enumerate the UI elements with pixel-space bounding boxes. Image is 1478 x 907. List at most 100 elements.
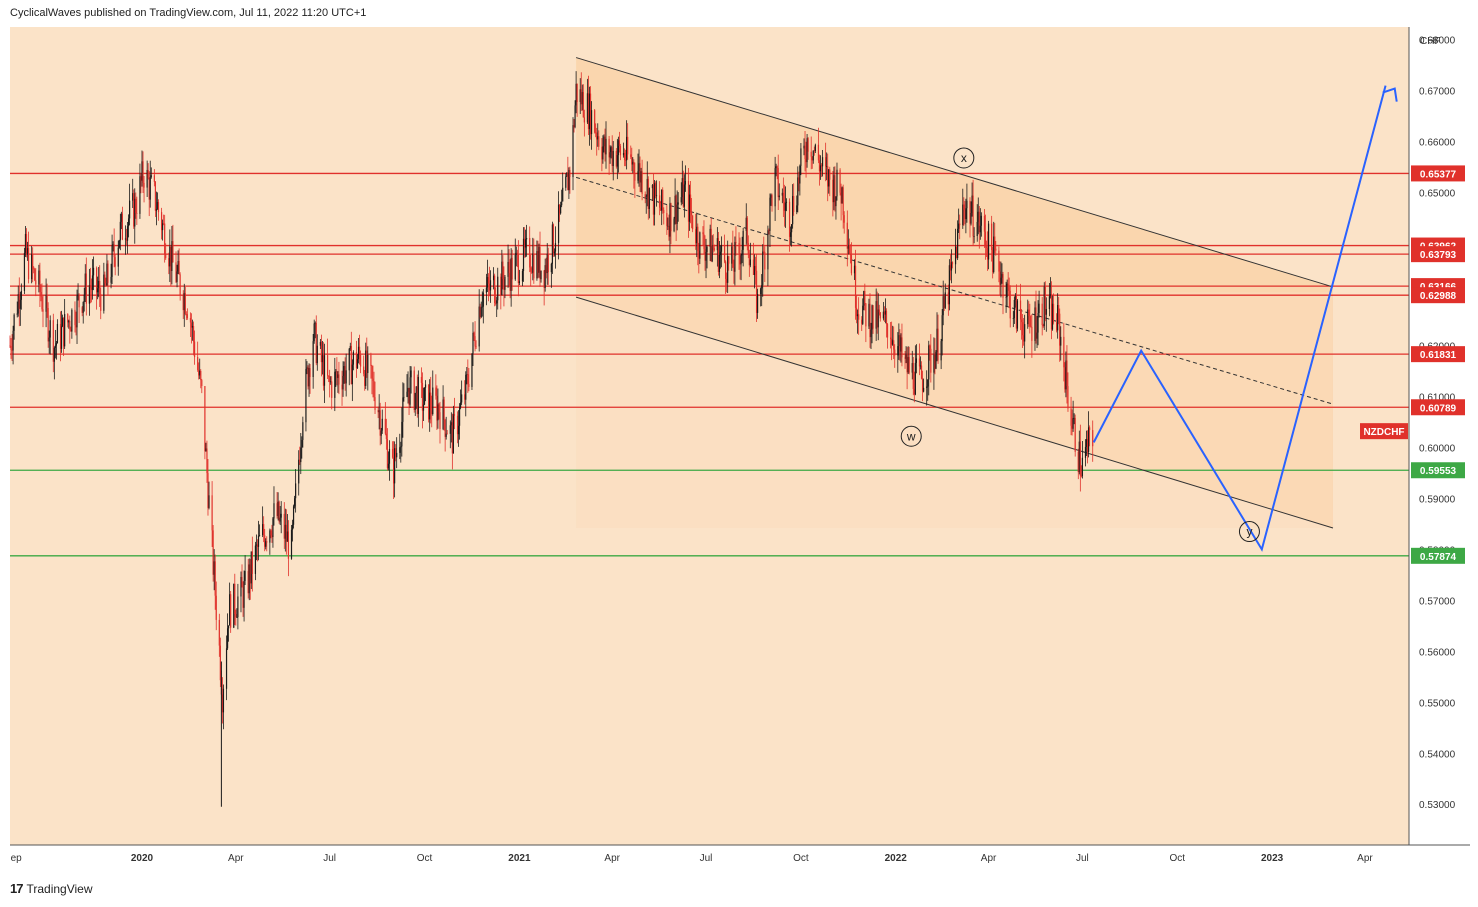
candle-body (972, 195, 974, 237)
candle-body (876, 301, 878, 328)
candle-body (951, 262, 954, 265)
candle-body (293, 498, 296, 507)
candle-body (662, 189, 664, 210)
candle-body (107, 263, 109, 283)
candle-body (379, 410, 381, 436)
candle-body (987, 223, 990, 260)
candle-body (395, 448, 397, 458)
candle-body (893, 340, 895, 350)
candle-body (475, 346, 477, 348)
candle-body (927, 379, 929, 387)
candle-body (572, 125, 574, 178)
candle-body (771, 195, 773, 207)
price-tick-label: 0.61000 (1419, 393, 1456, 404)
candle-body (740, 255, 742, 265)
candle-body (774, 168, 776, 207)
candle-body (1089, 427, 1091, 431)
candle-body (530, 267, 532, 272)
candle-body (966, 200, 968, 209)
candle-body (478, 306, 480, 347)
candle-body (850, 255, 853, 274)
level-tag-label: 0.61831 (1420, 350, 1457, 361)
candle-body (630, 154, 632, 158)
candle-body (1045, 309, 1047, 315)
candle-body (937, 328, 939, 361)
candle-body (31, 254, 33, 280)
candle-body (1038, 303, 1040, 313)
candle-body (302, 422, 304, 440)
candle-body (684, 180, 687, 185)
candle-body (307, 367, 309, 387)
candle-body (387, 463, 390, 469)
level-tag (1411, 165, 1465, 182)
candle-body (539, 247, 541, 280)
candle-body (768, 230, 770, 232)
candle-body (77, 294, 79, 296)
candle-body (1000, 277, 1002, 285)
candle-body (522, 238, 525, 271)
candle-body (861, 319, 863, 324)
candle-body (178, 260, 180, 275)
candle-body (118, 240, 120, 248)
candle-body (240, 576, 242, 597)
candle-body (320, 341, 323, 363)
candle-body (782, 192, 784, 202)
candle-body (998, 250, 1000, 272)
candle-body (980, 215, 982, 226)
candle-body (836, 169, 838, 197)
candle-body (60, 326, 63, 349)
candle-body (1085, 439, 1088, 447)
candle-body (517, 254, 519, 284)
candle-body (200, 370, 202, 381)
candle-body (27, 248, 30, 280)
candle-body (576, 83, 578, 102)
candle-body (363, 366, 365, 374)
candle-body (619, 146, 622, 156)
candle-body (81, 307, 83, 313)
candle-body (501, 261, 503, 296)
candle-body (17, 294, 19, 314)
candle-body (409, 377, 411, 405)
candle-body (450, 422, 452, 426)
candle-body (720, 245, 723, 252)
candle-body (264, 535, 266, 547)
candle-body (234, 583, 236, 615)
candle-body (1001, 274, 1003, 278)
projection-zone (576, 292, 1333, 528)
candle-body (796, 205, 798, 212)
candle-body (1060, 336, 1062, 346)
price-tick-label: 0.68000 (1419, 36, 1456, 47)
candle-body (442, 399, 444, 429)
candle-body (452, 414, 454, 454)
candle-body (970, 212, 972, 224)
candle-body (334, 371, 336, 398)
channel-lower-line (575, 296, 1334, 529)
candle-body (221, 694, 224, 713)
candle-body (295, 483, 297, 499)
candle-body (456, 415, 459, 435)
candle-body (370, 354, 372, 366)
candle-body (201, 380, 203, 387)
candle-body (256, 544, 259, 547)
candle-body (399, 447, 401, 453)
candle-body (920, 365, 923, 379)
candle-body (891, 339, 893, 345)
candle-body (453, 414, 456, 416)
candle-body (699, 232, 701, 259)
wave-label-y: y (1246, 525, 1252, 539)
candle-body (877, 309, 879, 328)
candle-body (702, 232, 704, 235)
candle-body (799, 165, 801, 184)
footer-brand: TradingView (26, 881, 93, 896)
candle-body (423, 387, 426, 405)
candle-body (575, 83, 577, 106)
time-tick-label: Apr (981, 853, 997, 864)
candle-body (504, 276, 506, 290)
candle-body (127, 218, 130, 227)
candle-body (242, 587, 244, 608)
wave-label-circle (1238, 521, 1260, 543)
candle-body (847, 246, 849, 249)
candle-body (609, 152, 611, 158)
candle-body (54, 345, 56, 348)
